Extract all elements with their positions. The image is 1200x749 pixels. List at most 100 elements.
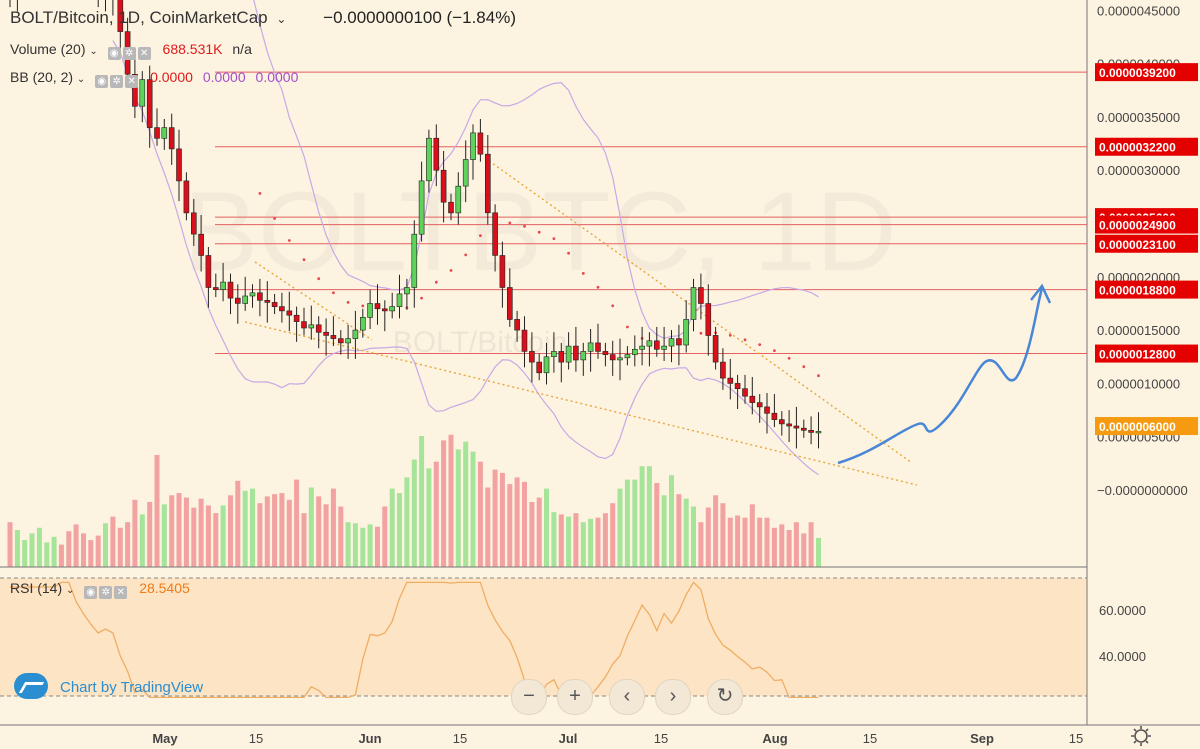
indicator-buttons[interactable]: ◉ ✲ ✕	[107, 41, 153, 60]
candle-body	[227, 281, 234, 299]
candle-body	[742, 388, 748, 397]
volume-bar	[125, 522, 131, 567]
indicator-buttons[interactable]: ◉ ✲ ✕	[84, 580, 129, 599]
volume-bar	[264, 496, 270, 567]
candle-body	[146, 79, 153, 128]
volume-bar	[103, 523, 108, 567]
volume-bar	[375, 526, 380, 567]
candle-body	[198, 233, 204, 256]
candle-body	[506, 287, 513, 320]
time-tick-label: 15	[453, 731, 467, 746]
rsi-legend[interactable]: RSI (14) ⌄ ◉ ✲ ✕ 28.5405	[10, 580, 190, 599]
sar-dot	[273, 217, 276, 220]
volume-bar	[661, 495, 667, 567]
level-label-bg	[1095, 137, 1198, 156]
candle-body	[205, 255, 212, 288]
candle-body	[367, 303, 373, 318]
volume-bar	[654, 483, 660, 567]
candle-body	[264, 299, 271, 303]
volume-bar	[73, 524, 79, 567]
sar-dot	[802, 365, 806, 369]
candle-body	[815, 431, 822, 434]
volume-bar	[294, 479, 300, 567]
volume-bar	[580, 522, 586, 567]
zoom-in-icon[interactable]: +	[557, 679, 593, 715]
candle-body	[176, 148, 182, 182]
volume-bar	[514, 477, 520, 567]
volume-bar	[397, 493, 402, 567]
scroll-left-icon[interactable]: ‹	[609, 679, 645, 715]
candle-body	[323, 331, 329, 336]
volume-bar	[139, 514, 145, 567]
sar-dot	[287, 239, 291, 242]
candle-body	[573, 345, 579, 361]
volume-bar	[272, 494, 278, 567]
volume-bar	[316, 496, 322, 567]
indicator-buttons[interactable]: ◉ ✲ ✕	[95, 69, 140, 88]
volume-bar	[389, 488, 395, 567]
volume-bar	[713, 495, 719, 567]
time-tick-label: 15	[1069, 731, 1083, 746]
zoom-out-icon[interactable]: −	[511, 679, 547, 715]
trend-lines	[244, 157, 918, 486]
volume-bar	[610, 503, 616, 567]
volume-bar	[250, 488, 255, 567]
candle-body	[521, 329, 528, 352]
tradingview-brand[interactable]: Chart by TradingView	[14, 673, 203, 699]
candle-body	[418, 180, 425, 235]
candle-body	[448, 201, 454, 214]
candle-body	[786, 423, 792, 427]
symbol-title: BOLT/Bitcoin, 1D, CoinMarketCap	[10, 8, 268, 27]
rsi-line	[10, 581, 819, 699]
sar-dot	[626, 325, 629, 329]
sar-dot	[552, 237, 556, 241]
volume-legend[interactable]: Volume (20) ⌄ ◉ ✲ ✕ 688.531K n/a	[10, 41, 252, 60]
volume-bar	[764, 517, 770, 567]
volume-bar	[161, 504, 167, 567]
volume-bar	[426, 468, 432, 567]
volume-bar	[66, 531, 72, 567]
brand-text: Chart by TradingView	[60, 679, 204, 696]
candle-body	[587, 342, 594, 352]
volume-bar	[345, 522, 351, 567]
candle-body	[764, 406, 770, 414]
candle-body	[426, 137, 432, 182]
volume-value: 688.531K	[162, 41, 223, 57]
trend-line	[254, 261, 373, 341]
candle-body	[756, 402, 763, 408]
chevron-down-icon[interactable]: ⌄	[276, 12, 287, 26]
volume-bar	[286, 499, 292, 567]
volume-bar	[279, 493, 285, 567]
scroll-right-icon[interactable]: ›	[655, 679, 691, 715]
volume-bar	[771, 527, 777, 567]
volume-bar	[29, 533, 35, 567]
price-axis: 0.00000500000.00000450000.00000400000.00…	[1097, 3, 1188, 664]
candle-body	[543, 356, 550, 374]
candle-body	[213, 287, 219, 290]
volume-bar	[477, 461, 483, 567]
reset-icon[interactable]: ↻	[707, 679, 743, 715]
candle-body	[484, 153, 491, 214]
volume-bar	[727, 517, 733, 567]
time-tick-label: Jun	[358, 731, 381, 746]
chart-title[interactable]: BOLT/Bitcoin, 1D, CoinMarketCap ⌄ −0.000…	[10, 8, 516, 28]
volume-bar	[419, 436, 425, 567]
candle-body	[271, 302, 278, 307]
chart-panels	[0, 0, 1200, 726]
volume-bar	[191, 507, 197, 567]
candle-body	[374, 303, 381, 310]
candle-body	[257, 292, 263, 301]
sar-dot	[258, 192, 262, 195]
candle-body	[345, 338, 351, 344]
candle-body	[698, 287, 704, 304]
settings-icon[interactable]	[1131, 726, 1151, 746]
tradingview-logo-icon	[14, 673, 48, 699]
bb-legend[interactable]: BB (20, 2) ⌄ ◉ ✲ ✕ 0.0000 0.0000 0.0000	[10, 69, 298, 88]
candle-body	[352, 329, 359, 339]
volume-bar	[382, 506, 388, 567]
bb-value-3: 0.0000	[255, 69, 299, 85]
candle-body	[668, 338, 675, 347]
sar-dot	[332, 291, 335, 295]
candle-body	[580, 351, 587, 361]
